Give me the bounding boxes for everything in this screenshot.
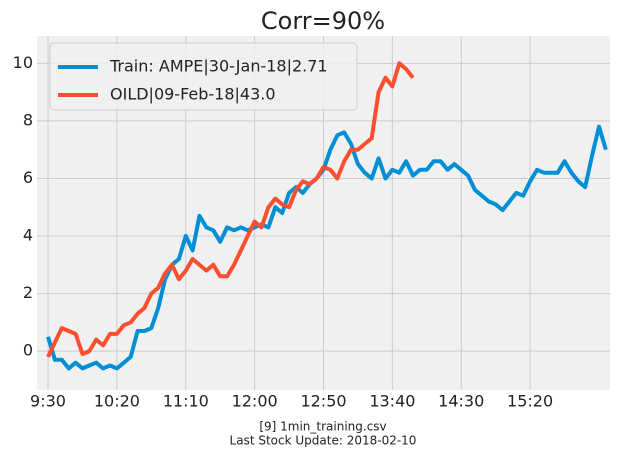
legend-label: Train: AMPE|30-Jan-18|2.71 (109, 57, 328, 76)
legend-label: OILD|09-Feb-18|43.0 (110, 85, 276, 104)
y-tick-label: 10 (13, 53, 33, 72)
chart-title: Corr=90% (261, 7, 385, 35)
footer: [9] 1min_training.csv (259, 420, 386, 434)
x-tick-label: 12:50 (300, 392, 346, 411)
y-tick-label: 8 (23, 110, 33, 129)
x-tick-label: 15:20 (507, 392, 553, 411)
legend-box (49, 42, 358, 111)
y-tick-label: 0 (23, 341, 33, 360)
line-series (46, 61, 415, 358)
y-tick-label: 2 (23, 283, 33, 302)
y-tick-label: 6 (23, 168, 33, 187)
y-tick-label: 4 (23, 226, 33, 245)
line-series (46, 124, 608, 371)
x-tick-label: 10:20 (94, 392, 140, 411)
x-tick-label: 11:10 (163, 392, 209, 411)
footer: Last Stock Update: 2018-02-10 (230, 434, 417, 448)
x-tick-label: 12:00 (232, 392, 278, 411)
x-tick-label: 9:30 (30, 392, 66, 411)
x-tick-label: 14:30 (438, 392, 484, 411)
x-tick-label: 13:40 (369, 392, 415, 411)
